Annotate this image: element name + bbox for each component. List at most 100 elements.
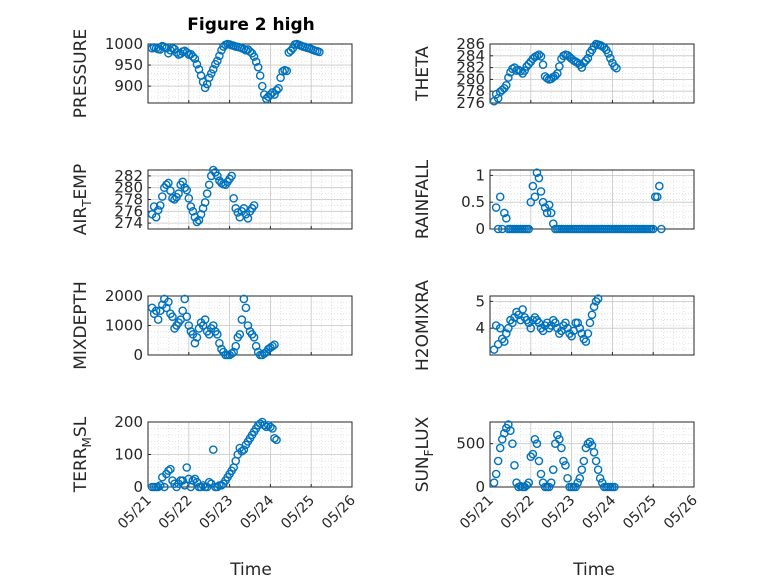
- data-point: [573, 478, 583, 487]
- data-point: [553, 430, 562, 440]
- data-point: [579, 456, 589, 466]
- data-point: [561, 461, 570, 470]
- data-point: [166, 464, 175, 474]
- data-point: [227, 349, 236, 358]
- data-point: [530, 192, 540, 202]
- data-point: [610, 482, 619, 492]
- data-point: [526, 197, 536, 207]
- y-tick-label: 100: [114, 446, 143, 464]
- data-point: [581, 337, 591, 346]
- data-point: [575, 323, 585, 333]
- data-point: [164, 297, 173, 307]
- data-point: [591, 456, 601, 466]
- data-point: [493, 224, 503, 234]
- data-point: [550, 318, 560, 328]
- data-point: [170, 195, 179, 204]
- data-point: [266, 90, 275, 99]
- data-point: [585, 318, 595, 328]
- data-point: [516, 66, 525, 76]
- data-point: [548, 465, 558, 474]
- data-point: [583, 53, 593, 63]
- y-axis-label: THETA: [413, 46, 433, 102]
- subplot-1: 900 950 1000 PRESSURE: [71, 29, 353, 118]
- data-point: [546, 478, 556, 487]
- data-point: [168, 312, 177, 321]
- data-point: [239, 445, 249, 454]
- axes-box: [147, 43, 353, 104]
- data-point: [188, 52, 198, 61]
- data-point: [610, 62, 619, 71]
- data-point: [182, 463, 192, 472]
- data-point: [213, 330, 222, 339]
- data-point: [524, 59, 534, 69]
- data-point: [571, 482, 580, 492]
- data-point: [184, 474, 194, 484]
- y-tick-label: 286: [456, 35, 485, 53]
- data-point: [655, 181, 664, 191]
- y-tick-label: 5: [475, 292, 485, 310]
- data-point: [249, 332, 259, 342]
- data-point: [253, 62, 263, 72]
- data-point: [255, 71, 265, 80]
- data-point: [160, 482, 169, 492]
- y-tick-label: 2000: [105, 287, 143, 305]
- data-point: [249, 201, 259, 210]
- data-point: [153, 482, 163, 492]
- data-point: [259, 420, 269, 430]
- y-tick-label: 900: [114, 77, 143, 95]
- data-point: [237, 315, 247, 324]
- y-axis-label: PRESSURE: [71, 29, 91, 118]
- data-point: [546, 208, 556, 218]
- y-tick-label: 4: [475, 319, 485, 337]
- data-point: [182, 48, 192, 57]
- x-tick-label: 05/25: [278, 493, 318, 533]
- data-point: [502, 81, 511, 90]
- data-point: [581, 56, 591, 65]
- data-point: [270, 340, 279, 349]
- data-point: [270, 433, 279, 443]
- x-tick-label: 05/26: [661, 492, 701, 532]
- data-point: [593, 465, 603, 474]
- data-point: [491, 203, 501, 212]
- x-tick-label: 05/24: [579, 492, 619, 532]
- data-point: [583, 439, 593, 448]
- data-point: [180, 481, 190, 490]
- data-point: [268, 341, 277, 351]
- y-axis-label: AIRTEMP: [71, 164, 94, 235]
- data-point: [174, 189, 183, 198]
- data-point: [532, 439, 542, 448]
- y-tick-label: 278: [114, 191, 143, 209]
- data-point: [506, 426, 515, 435]
- data-point: [555, 62, 564, 71]
- data-point: [178, 306, 187, 316]
- y-tick-label: 276: [114, 202, 143, 220]
- data-point: [204, 73, 214, 83]
- data-point: [182, 185, 192, 195]
- data-point: [204, 477, 214, 487]
- data-point: [229, 194, 238, 203]
- data-point: [502, 329, 511, 338]
- data-point: [249, 52, 259, 61]
- data-point: [559, 456, 568, 466]
- data-point: [237, 446, 247, 456]
- x-tick-label: 05/22: [156, 493, 196, 533]
- data-point: [534, 50, 544, 59]
- data-point: [157, 192, 167, 201]
- subplot-4: 0 0.5 1 RAINFALL: [413, 159, 695, 239]
- x-tick-label: 05/21: [457, 493, 497, 533]
- subplot-8: 0 500 05/21 05/22 05/23 05/24 05/25 05/26 SUNFLU…: [413, 416, 701, 532]
- data-point: [162, 180, 171, 190]
- data-point: [548, 219, 558, 228]
- data-point: [520, 66, 529, 75]
- data-point: [508, 318, 517, 328]
- data-point: [538, 60, 548, 69]
- data-point: [257, 81, 267, 91]
- y-tick-label: 282: [456, 59, 485, 77]
- data-point: [213, 56, 222, 66]
- x-tick-label: 05/22: [498, 493, 538, 533]
- y-tick-label: 276: [456, 94, 485, 112]
- data-point: [274, 83, 283, 93]
- data-point: [536, 187, 546, 196]
